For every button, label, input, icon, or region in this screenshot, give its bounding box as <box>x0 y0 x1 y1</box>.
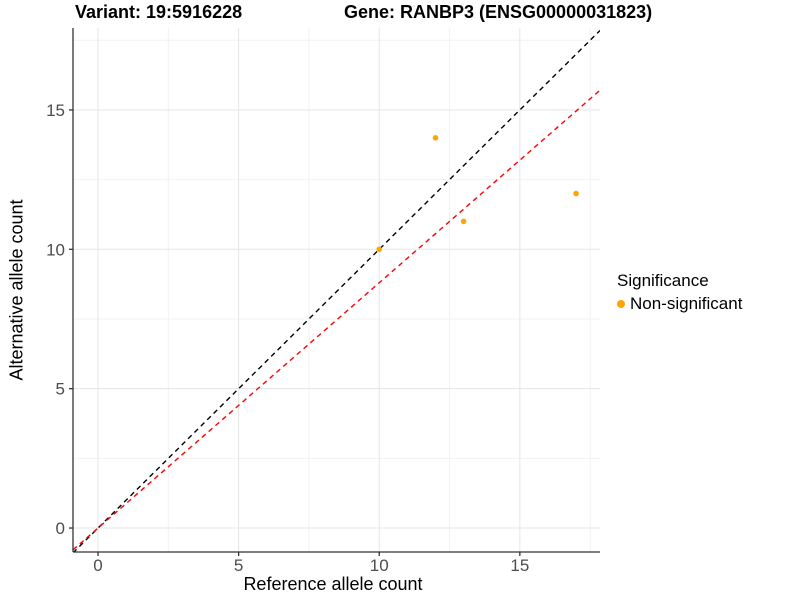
legend: Significance Non-significant <box>617 271 742 314</box>
legend-entry-label: Non-significant <box>630 294 743 313</box>
data-point <box>460 218 467 225</box>
x-tick-label: 10 <box>370 556 389 575</box>
data-point <box>376 246 383 253</box>
plot-title-gene: Gene: RANBP3 (ENSG00000031823) <box>344 2 653 22</box>
y-tick-label: 0 <box>56 519 65 538</box>
x-axis-title: Reference allele count <box>243 574 423 594</box>
data-point <box>432 135 439 141</box>
identity-line <box>73 30 600 552</box>
legend-entry: Non-significant <box>617 294 742 314</box>
x-tick-label: 15 <box>510 556 529 575</box>
data-point <box>573 190 579 197</box>
y-tick-label: 10 <box>46 240 65 259</box>
plot-title-variant: Variant: 19:5916228 <box>75 2 243 22</box>
legend-point-icon <box>617 300 625 308</box>
x-tick-label: 5 <box>234 556 243 575</box>
x-tick-label: 0 <box>93 556 102 575</box>
legend-title: Significance <box>617 271 709 290</box>
y-tick-label: 15 <box>46 101 65 120</box>
ratio-line <box>73 89 600 551</box>
y-tick-label: 5 <box>56 380 65 399</box>
